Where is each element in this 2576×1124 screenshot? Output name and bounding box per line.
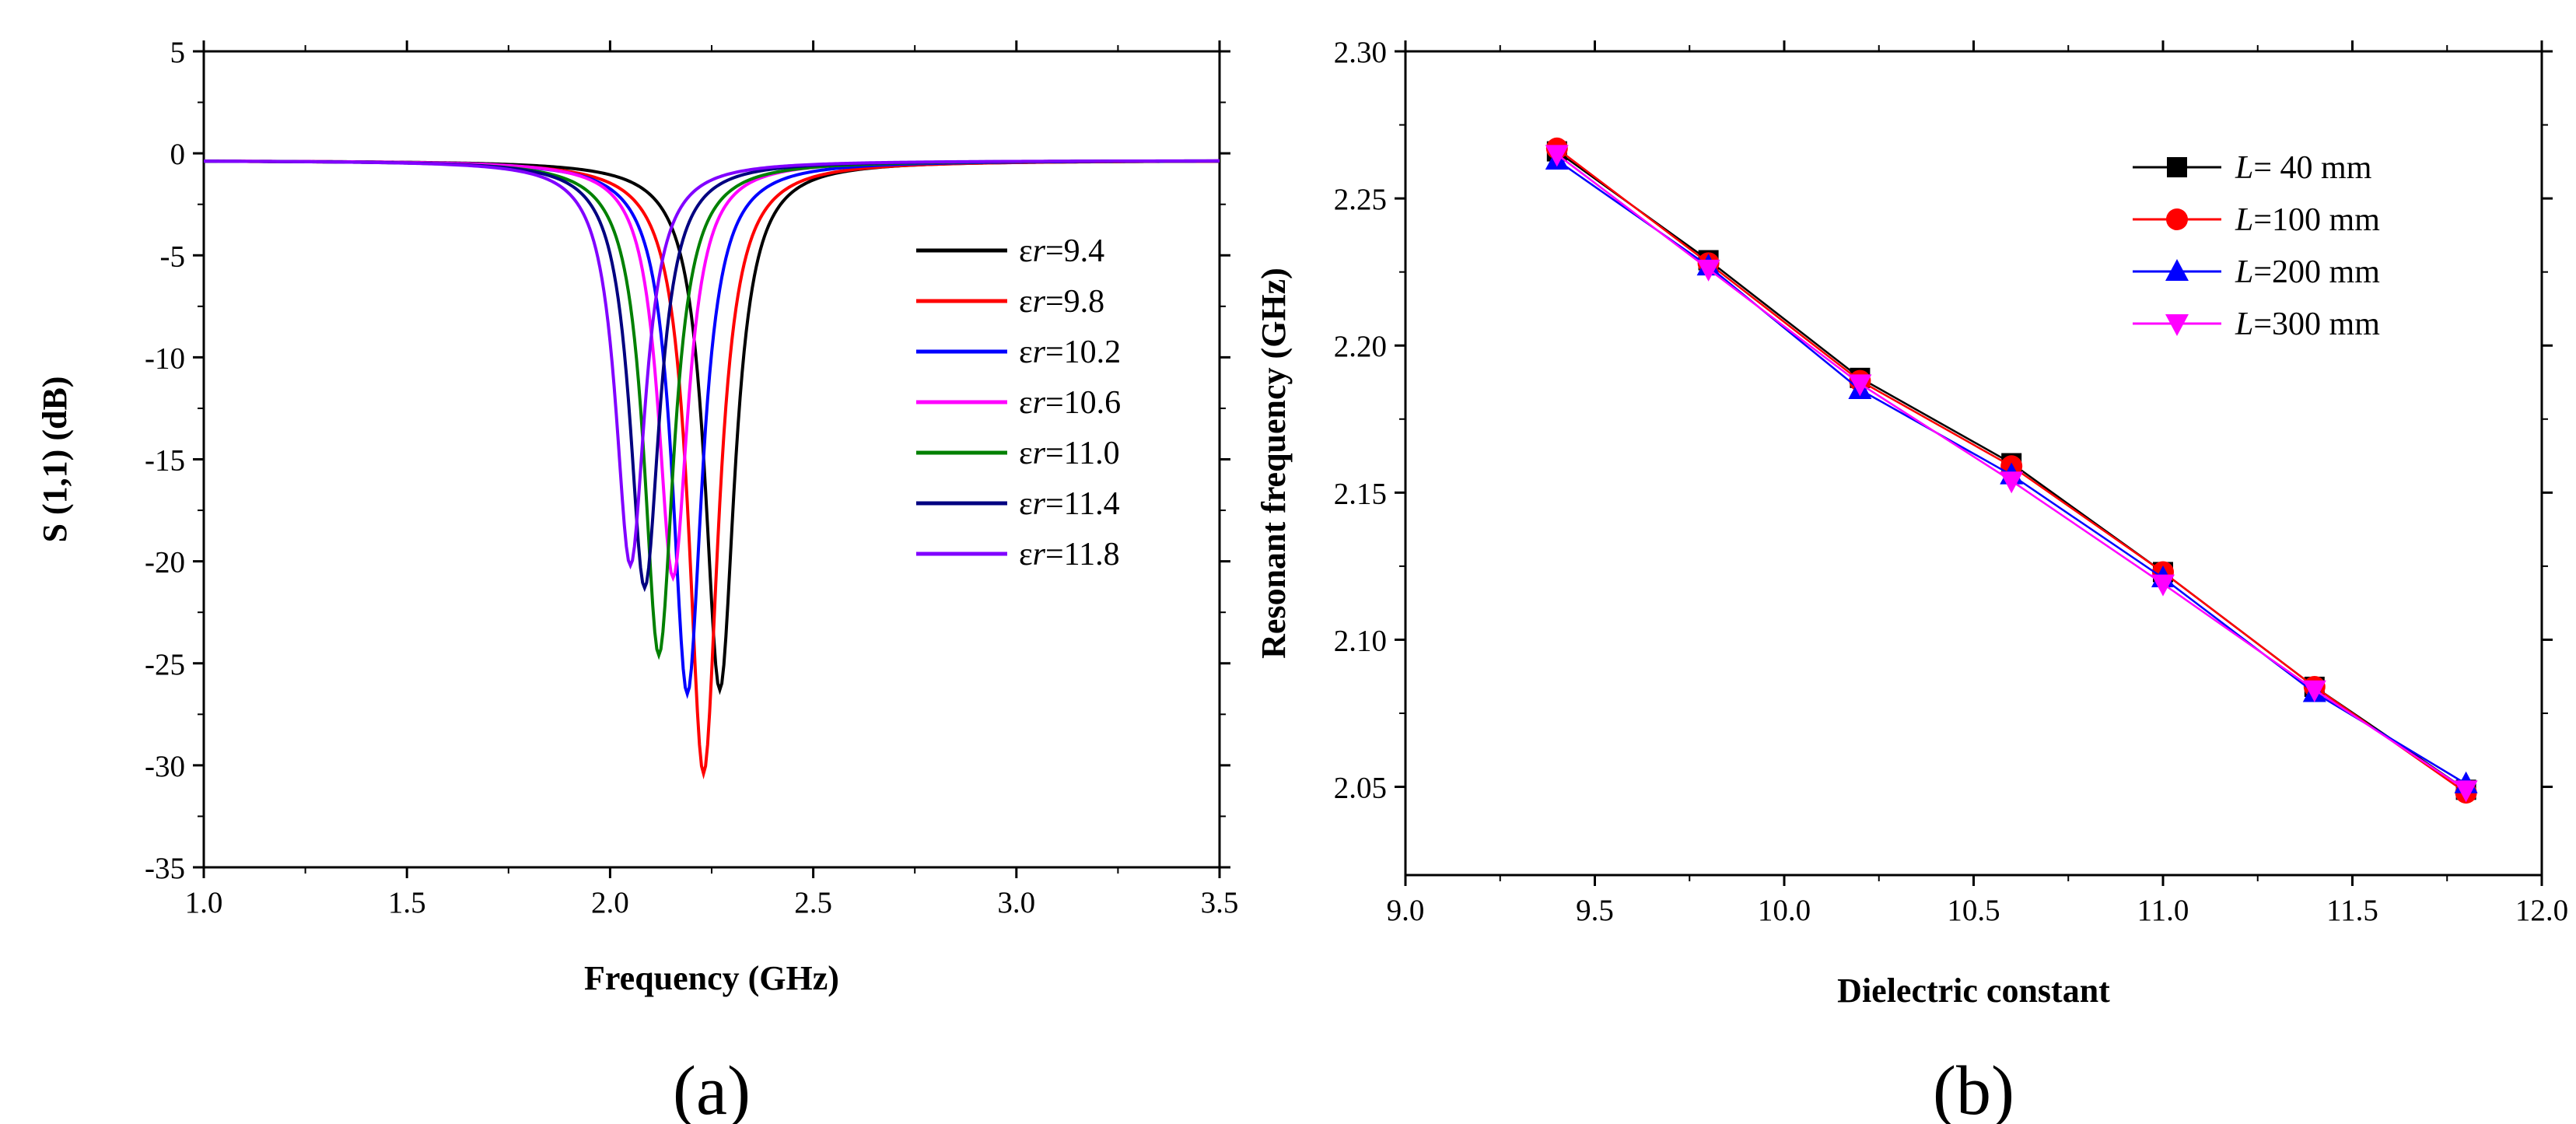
legend-prefix-italic: r: [1033, 486, 1046, 522]
x-axis-label: Dielectric constant: [1837, 972, 2110, 1010]
legend-value: =11.8: [1045, 537, 1120, 573]
legend-prefix: ε: [1019, 537, 1033, 573]
legend-label-0: εr=9.4: [1019, 233, 1104, 269]
legend-marker-2: [2165, 259, 2189, 281]
y-tick-label: 0: [170, 138, 186, 171]
x-tick-label: 9.0: [1387, 894, 1425, 927]
x-axis-label: Frequency (GHz): [584, 959, 839, 997]
legend-prefix: L: [2235, 150, 2253, 186]
y-tick-label: 2.10: [1334, 624, 1387, 657]
y-tick-label: -25: [145, 648, 185, 681]
legend-value: = 40 mm: [2253, 150, 2371, 186]
legend-label-6: εr=11.8: [1019, 537, 1120, 573]
chart-b: 9.0 9.5 10.0 10.5 11.0 11.5 12.0 2.05 2.10 2.15 2.…: [1255, 36, 2568, 1124]
legend-value: =11.0: [1045, 436, 1120, 471]
x-tick-label: 1.5: [388, 886, 426, 919]
x-tick-label: 2.5: [794, 886, 832, 919]
legend-value: =10.6: [1045, 385, 1121, 421]
legend-prefix: ε: [1019, 233, 1033, 269]
legend-prefix-italic: r: [1033, 233, 1046, 269]
legend-value: =100 mm: [2253, 202, 2380, 238]
y-tick-label: 2.15: [1334, 477, 1387, 510]
y-axis-label: S (1,1) (dB): [36, 376, 74, 543]
legend-prefix-italic: r: [1033, 284, 1046, 320]
legend-label-2: L=200 mm: [2235, 254, 2380, 290]
x-tick-label: 12.0: [2515, 894, 2568, 927]
y-tick-label: -35: [145, 852, 185, 885]
legend-label-5: εr=11.4: [1019, 486, 1120, 522]
y-tick-label: -10: [145, 341, 185, 375]
y-tick-label: 2.25: [1334, 183, 1387, 216]
legend-prefix: ε: [1019, 284, 1033, 320]
legend-value: =10.2: [1045, 334, 1121, 370]
x-tick-label: 3.0: [997, 886, 1035, 919]
x-tick-label: 11.0: [2137, 894, 2189, 927]
legend-prefix-italic: r: [1033, 334, 1046, 370]
legend-label-1: εr=9.8: [1019, 284, 1104, 320]
x-tick-label: 9.5: [1576, 894, 1614, 927]
legend-prefix-italic: r: [1033, 436, 1046, 471]
legend-prefix-italic: r: [1033, 385, 1046, 421]
legend-prefix-italic: r: [1033, 537, 1046, 573]
y-tick-label: -20: [145, 546, 185, 580]
series-line-6: [203, 159, 1220, 570]
x-tick-label: 1.0: [185, 886, 223, 919]
legend-label-2: εr=10.2: [1019, 334, 1121, 370]
legend-label-3: L=300 mm: [2235, 306, 2380, 342]
x-tick-label: 10.0: [1758, 894, 1811, 927]
chart-a: 1.0 1.5 2.0 2.5 3.0 3.5 5 0 -5 -10 -15 -20 -25 -30 -35…: [36, 36, 1238, 1124]
x-tick-label: 11.5: [2326, 894, 2378, 927]
y-axis-label: Resonant frequency (GHz): [1255, 268, 1293, 659]
y-tick-label: 2.05: [1334, 772, 1387, 805]
series-line-5: [203, 159, 1220, 593]
data-point-3-3: [2000, 471, 2024, 494]
y-tick-label: -5: [160, 240, 186, 273]
y-tick-label: 2.20: [1334, 330, 1387, 363]
data-point-3-6: [2454, 780, 2478, 803]
panel-label: (b): [1933, 1052, 2014, 1124]
data-point-3-1: [1696, 259, 1720, 282]
legend-prefix: L: [2235, 254, 2253, 290]
data-point-3-0: [1545, 145, 1569, 167]
y-tick-label: 5: [170, 36, 186, 69]
y-tick-label: 2.30: [1334, 36, 1387, 69]
legend-value: =200 mm: [2253, 254, 2380, 290]
legend-value: =300 mm: [2253, 306, 2380, 342]
panel-label: (a): [673, 1052, 751, 1124]
legend-marker-1: [2166, 208, 2188, 230]
y-tick-label: -30: [145, 750, 185, 783]
data-point-3-4: [2151, 574, 2175, 597]
legend-label-3: εr=10.6: [1019, 385, 1121, 421]
legend-prefix: ε: [1019, 436, 1033, 471]
legend-label-1: L=100 mm: [2235, 202, 2380, 238]
legend-prefix: ε: [1019, 334, 1033, 370]
legend-prefix: L: [2235, 202, 2253, 238]
legend-value: =9.4: [1045, 233, 1104, 269]
legend-marker-3: [2165, 314, 2189, 336]
data-point-3-2: [1848, 374, 1872, 397]
legend-marker-0: [2167, 157, 2187, 177]
legend-label-4: εr=11.0: [1019, 436, 1120, 471]
y-tick-label: -15: [145, 444, 185, 478]
legend-value: =11.4: [1045, 486, 1120, 522]
legend-prefix: ε: [1019, 486, 1033, 522]
legend-label-0: L= 40 mm: [2235, 150, 2372, 186]
legend-prefix: ε: [1019, 385, 1033, 421]
x-tick-label: 2.0: [591, 886, 629, 919]
legend-prefix: L: [2235, 306, 2253, 342]
data-point-3-5: [2302, 680, 2326, 702]
x-tick-label: 10.5: [1947, 894, 2000, 927]
x-tick-label: 3.5: [1201, 886, 1239, 919]
legend-value: =9.8: [1045, 284, 1104, 320]
